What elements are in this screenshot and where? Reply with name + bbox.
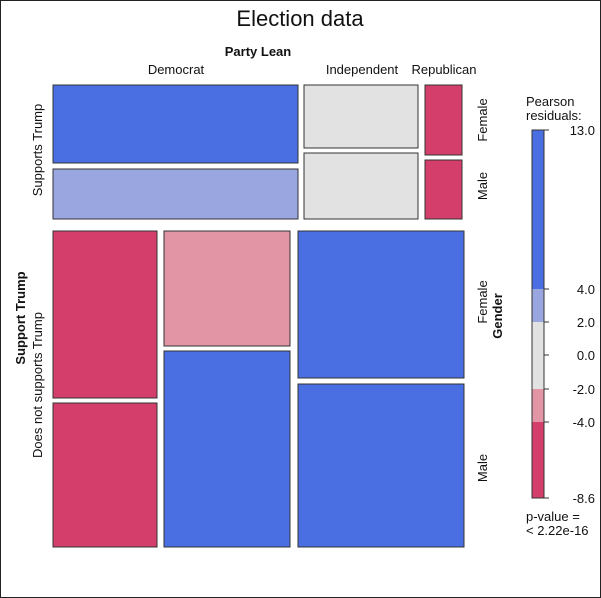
p-value-line2: < 2.22e-16 — [526, 523, 589, 538]
party-label-independent: Independent — [326, 62, 399, 77]
legend-ticks: 13.0 4.0 2.0 0.0 -2.0 -4.0 -8.6 — [544, 123, 595, 506]
legend-color-bar-border — [531, 129, 545, 499]
support-label-supports: Supports Trump — [30, 104, 45, 197]
gender-label-male-top: Male — [475, 172, 490, 200]
legend: Pearson residuals: 13.0 4.0 2.0 0.0 -2.0 -4.0… — [526, 94, 595, 538]
gender-label-male-bottom: Male — [475, 454, 490, 482]
tile-does-not-supports-trump-democrat-male — [52, 402, 158, 548]
tile-does-not-supports-trump-independent-male — [163, 350, 291, 548]
legend-band-strong-negative — [532, 422, 544, 498]
tile-supports-trump-republican-female — [424, 84, 463, 156]
tile-supports-trump-independent-male — [303, 152, 419, 220]
legend-band-strong-positive — [532, 130, 544, 289]
legend-tick-label: 4.0 — [577, 282, 595, 297]
tile-supports-trump-republican-male — [424, 159, 463, 220]
mosaic-tiles — [52, 84, 465, 548]
tile-supports-trump-independent-female — [303, 84, 419, 149]
legend-title-line2: residuals: — [526, 108, 582, 123]
legend-tick-label: 13.0 — [570, 123, 595, 138]
tile-does-not-supports-trump-independent-female — [163, 230, 291, 347]
tile-supports-trump-democrat-female — [52, 84, 299, 164]
tile-does-not-supports-trump-democrat-female — [52, 230, 158, 399]
legend-tick-label: -4.0 — [573, 415, 595, 430]
legend-tick-label: 0.0 — [577, 348, 595, 363]
legend-tick-label: -8.6 — [573, 491, 595, 506]
party-label-republican: Republican — [411, 62, 476, 77]
legend-title-line1: Pearson — [526, 94, 574, 109]
support-label-not-supports: Does not supports Trump — [30, 312, 45, 458]
party-label-democrat: Democrat — [148, 62, 205, 77]
p-value-line1: p-value = — [526, 509, 580, 524]
legend-band-moderate-positive — [532, 289, 544, 322]
tile-supports-trump-democrat-male — [52, 168, 299, 220]
tile-does-not-supports-trump-republican-male — [297, 383, 465, 548]
chart-title: Election data — [236, 6, 364, 31]
legend-tick-label: 2.0 — [577, 315, 595, 330]
legend-tick-label: -2.0 — [573, 382, 595, 397]
party-lean-axis-title: Party Lean — [225, 44, 292, 59]
gender-label-female-top: Female — [475, 98, 490, 141]
tile-does-not-supports-trump-republican-female — [297, 230, 465, 379]
support-trump-axis-title: Support Trump — [13, 271, 28, 364]
legend-color-bar — [531, 129, 545, 499]
legend-band-neutral — [532, 322, 544, 389]
gender-axis-title: Gender — [490, 293, 505, 339]
legend-band-moderate-negative — [532, 389, 544, 422]
gender-label-female-bottom: Female — [475, 280, 490, 323]
